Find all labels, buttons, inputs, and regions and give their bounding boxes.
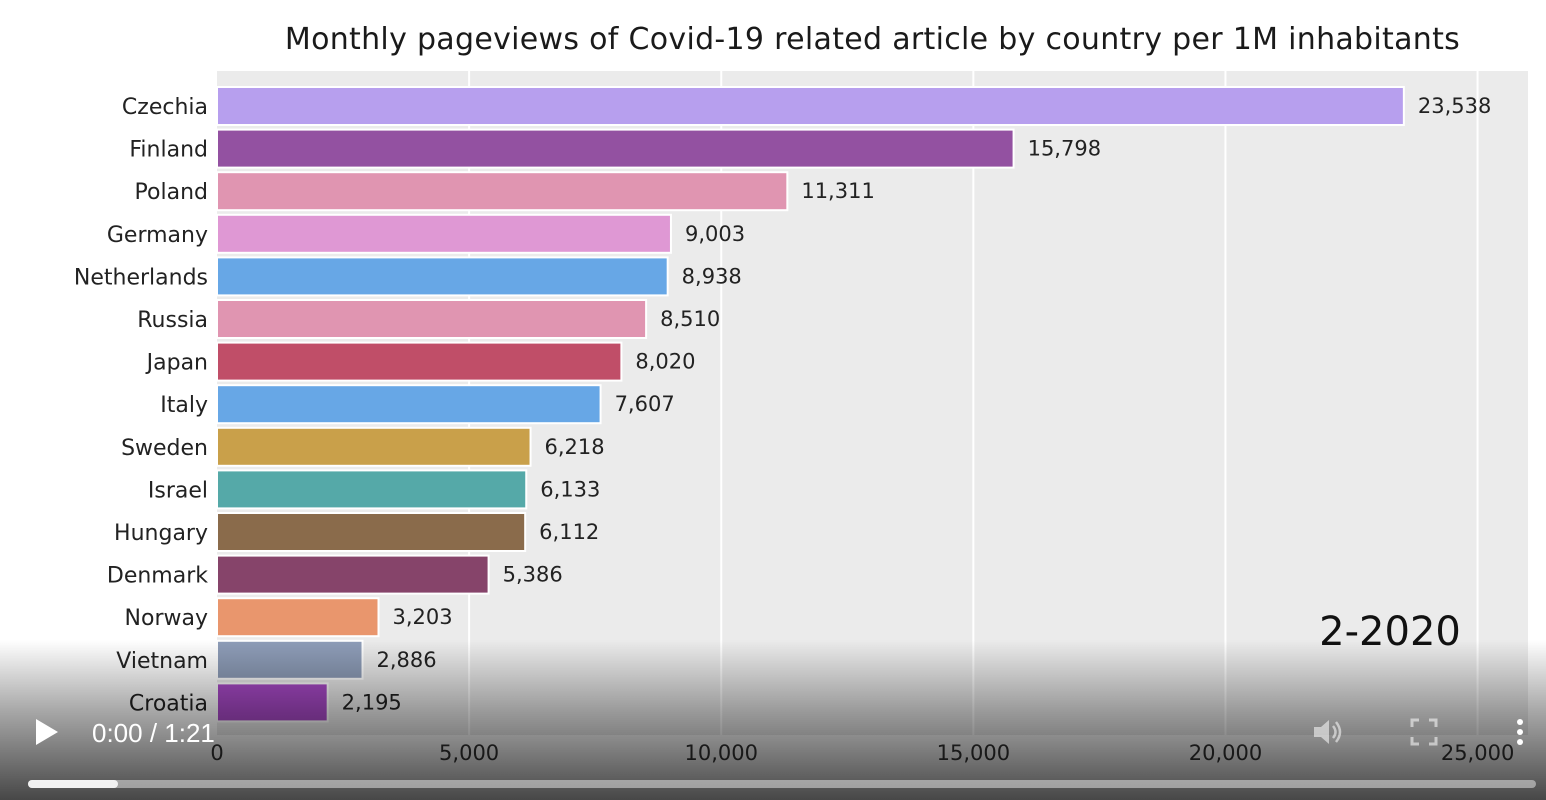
time-separator: / xyxy=(142,718,165,748)
time-display: 0:00 / 1:21 xyxy=(92,715,215,751)
x-tick-label: 15,000 xyxy=(937,741,1010,765)
category-label: Hungary xyxy=(114,521,208,546)
value-label: 8,938 xyxy=(682,264,742,288)
duration: 1:21 xyxy=(164,718,215,748)
category-label: Denmark xyxy=(107,564,208,589)
bar xyxy=(216,171,789,212)
more-options-button[interactable] xyxy=(1508,714,1532,750)
category-label: Croatia xyxy=(129,691,208,716)
category-label: Poland xyxy=(135,180,208,205)
bar xyxy=(216,213,672,254)
value-label: 15,798 xyxy=(1028,137,1101,161)
value-label: 8,510 xyxy=(660,307,720,331)
bar xyxy=(216,86,1405,126)
bar xyxy=(216,469,528,510)
x-tick-label: 10,000 xyxy=(684,741,757,765)
bar xyxy=(216,682,329,723)
chart-title: Monthly pageviews of Covid-19 related ar… xyxy=(284,22,1461,57)
value-label: 5,386 xyxy=(503,563,563,587)
seek-bar-buffered xyxy=(28,780,119,788)
fullscreen-button[interactable] xyxy=(1408,716,1440,748)
bar xyxy=(216,384,602,425)
bar xyxy=(216,299,648,339)
x-tick-label: 5,000 xyxy=(439,741,499,765)
category-label: Israel xyxy=(148,478,208,503)
value-label: 8,020 xyxy=(635,350,695,374)
bar xyxy=(216,597,380,638)
bar xyxy=(216,554,490,595)
x-tick-label: 25,000 xyxy=(1441,741,1514,765)
category-label: Sweden xyxy=(121,436,208,461)
value-label: 7,607 xyxy=(615,392,675,416)
category-label: Russia xyxy=(137,308,208,333)
category-label: Norway xyxy=(125,606,208,631)
seek-bar[interactable] xyxy=(28,780,1536,788)
value-label: 6,218 xyxy=(545,435,605,459)
value-label: 23,538 xyxy=(1418,94,1491,118)
value-label: 9,003 xyxy=(685,222,745,246)
category-label: Czechia xyxy=(122,95,208,120)
category-label: Finland xyxy=(129,138,208,163)
period-label: 2-2020 xyxy=(1319,609,1461,655)
category-label: Vietnam xyxy=(116,649,208,674)
bar xyxy=(216,256,669,297)
value-label: 11,311 xyxy=(801,179,874,203)
value-label: 6,133 xyxy=(540,477,600,501)
value-label: 2,195 xyxy=(342,690,402,714)
value-label: 6,112 xyxy=(539,520,599,544)
category-label: Italy xyxy=(160,393,208,418)
bar xyxy=(216,426,532,467)
play-button[interactable] xyxy=(30,714,62,750)
value-label: 2,886 xyxy=(377,648,437,672)
volume-icon xyxy=(1314,720,1342,744)
category-label: Netherlands xyxy=(74,265,208,290)
bar xyxy=(216,128,1015,169)
bar xyxy=(216,341,623,382)
more-options-icon xyxy=(1517,719,1523,745)
value-label: 3,203 xyxy=(393,605,453,629)
bar xyxy=(216,639,364,680)
volume-button[interactable] xyxy=(1310,714,1346,750)
play-icon xyxy=(36,719,58,745)
bar xyxy=(216,512,527,552)
x-tick-label: 20,000 xyxy=(1189,741,1262,765)
fullscreen-icon xyxy=(1410,718,1438,746)
current-time: 0:00 xyxy=(92,718,143,748)
category-label: Germany xyxy=(107,223,208,248)
category-label: Japan xyxy=(145,351,208,376)
